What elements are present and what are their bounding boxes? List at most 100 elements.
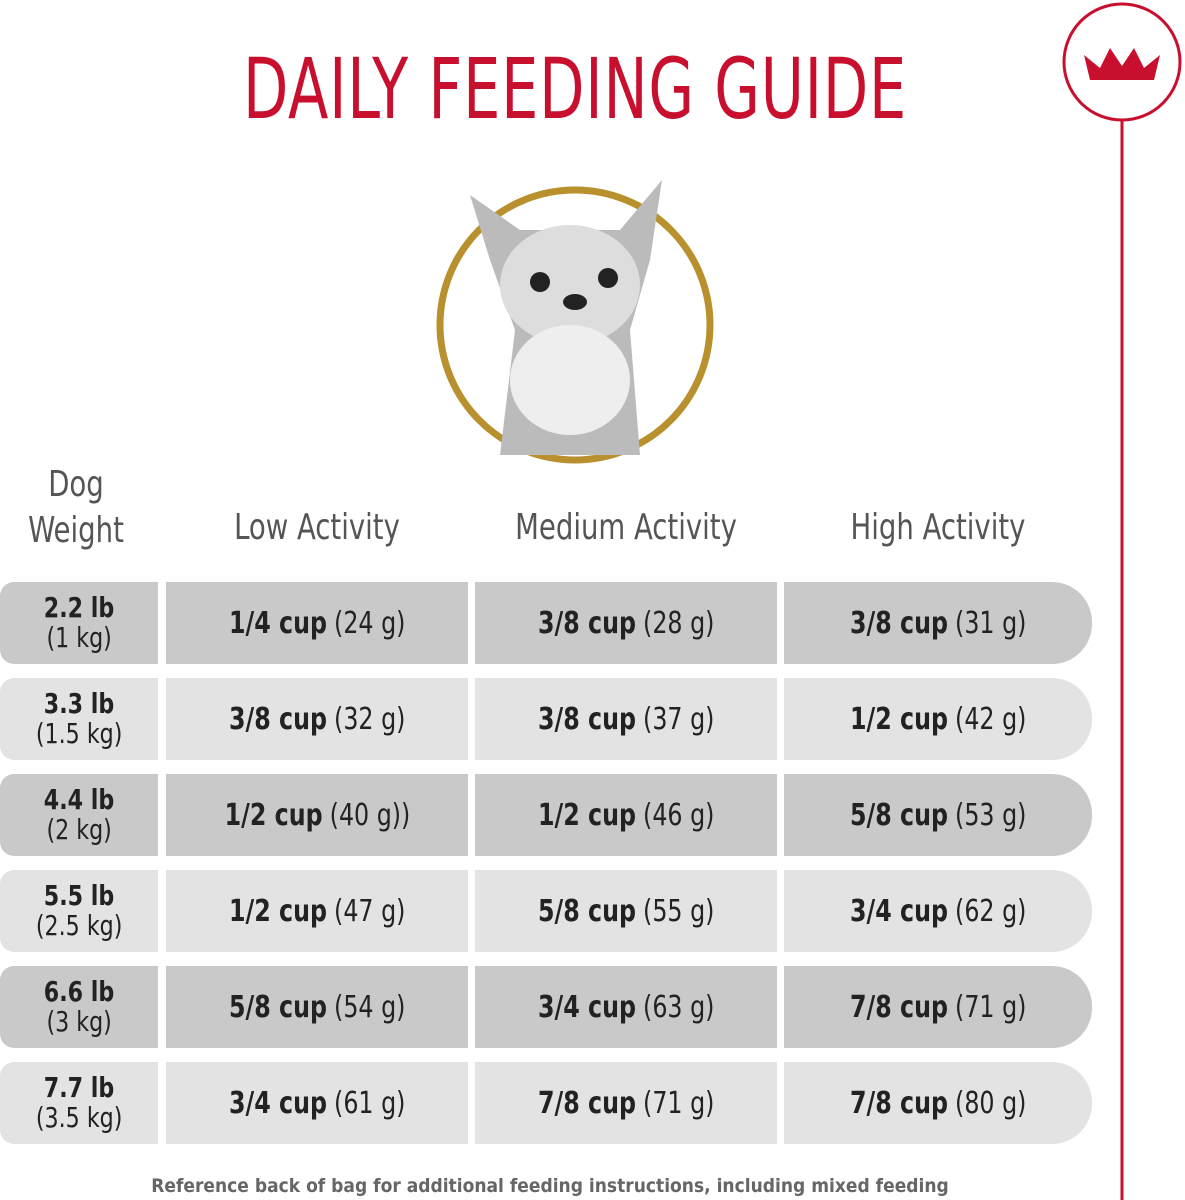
- amount: 3/8 cup (31 g): [850, 606, 1026, 641]
- amount: 5/8 cup (55 g): [538, 894, 714, 929]
- grams: (55 g): [642, 893, 715, 929]
- grams: (37 g): [642, 701, 715, 737]
- amount-cell: 1/2 cup (42 g): [784, 678, 1092, 760]
- cup: 5/8 cup: [537, 893, 636, 929]
- weight-lb: 6.6 lb: [43, 975, 115, 1008]
- grams: (24 g): [333, 605, 406, 641]
- amount-cell: 1/4 cup (24 g): [166, 582, 468, 664]
- amount: 3/8 cup (28 g): [538, 606, 714, 641]
- amount: 3/4 cup (63 g): [538, 990, 714, 1025]
- cup: 7/8 cup: [537, 1085, 636, 1121]
- logo-ring: [1062, 2, 1182, 122]
- amount: 3/8 cup (32 g): [229, 702, 405, 737]
- grams: (71 g): [954, 989, 1027, 1025]
- amount: 1/2 cup (47 g): [229, 894, 405, 929]
- logo-crown: [1084, 48, 1160, 80]
- grams: (62 g): [954, 893, 1027, 929]
- grams: (71 g): [642, 1085, 715, 1121]
- amount-cell: 5/8 cup (55 g): [475, 870, 777, 952]
- amount-cell: 3/4 cup (61 g): [166, 1062, 468, 1144]
- amount-cell: 3/4 cup (63 g): [475, 966, 777, 1048]
- amount-cell: 3/8 cup (28 g): [475, 582, 777, 664]
- grams: (63 g): [642, 989, 715, 1025]
- amount: 7/8 cup (71 g): [538, 1086, 714, 1121]
- cup: 1/2 cup: [228, 893, 327, 929]
- cup: 3/4 cup: [849, 893, 948, 929]
- grams: (28 g): [642, 605, 715, 641]
- grams: (54 g): [333, 989, 406, 1025]
- weight-cell: 2.2 lb (1 kg): [0, 582, 158, 664]
- weight-lb: 3.3 lb: [43, 687, 115, 720]
- cup: 3/8 cup: [849, 605, 948, 641]
- weight-kg: (1 kg): [46, 621, 112, 654]
- cup: 5/8 cup: [228, 989, 327, 1025]
- weight-lb: 5.5 lb: [43, 879, 115, 912]
- amount: 1/2 cup (42 g): [850, 702, 1026, 737]
- amount: 1/2 cup (46 g): [538, 798, 714, 833]
- cup: 7/8 cup: [849, 989, 948, 1025]
- cup: 3/4 cup: [537, 989, 636, 1025]
- weight-kg: (3.5 kg): [35, 1101, 123, 1134]
- weight-kg: (3 kg): [46, 1005, 112, 1038]
- amount-cell: 5/8 cup (54 g): [166, 966, 468, 1048]
- weight-kg: (2 kg): [46, 813, 112, 846]
- amount: 3/4 cup (62 g): [850, 894, 1026, 929]
- grams: (46 g): [642, 797, 715, 833]
- column-header: Dog Weight: [28, 464, 124, 551]
- cup: 3/8 cup: [537, 701, 636, 737]
- cup: 3/8 cup: [228, 701, 327, 737]
- dog-illustration: [470, 180, 662, 455]
- amount-cell: 3/8 cup (31 g): [784, 582, 1092, 664]
- weight-kg: (2.5 kg): [35, 909, 123, 942]
- cup: 1/4 cup: [228, 605, 327, 641]
- weight-cell: 4.4 lb (2 kg): [0, 774, 158, 856]
- amount-cell: 7/8 cup (71 g): [475, 1062, 777, 1144]
- weight-cell: 5.5 lb (2.5 kg): [0, 870, 158, 952]
- grams: (80 g): [954, 1085, 1027, 1121]
- amount: 1/4 cup (24 g): [229, 606, 405, 641]
- grams: (40 g)): [329, 797, 410, 833]
- amount-cell: 1/2 cup (40 g)): [166, 774, 468, 856]
- weight-cell: 6.6 lb (3 kg): [0, 966, 158, 1048]
- amount: 1/2 cup (40 g)): [224, 798, 410, 833]
- column-header: High Activity: [850, 507, 1026, 548]
- amount: 5/8 cup (54 g): [229, 990, 405, 1025]
- weight-kg: (1.5 kg): [35, 717, 123, 750]
- weight-lb: 2.2 lb: [43, 591, 115, 624]
- grams: (31 g): [954, 605, 1027, 641]
- weight-lb: 4.4 lb: [43, 783, 115, 816]
- weight-lb: 7.7 lb: [43, 1071, 115, 1104]
- amount-cell: 1/2 cup (47 g): [166, 870, 468, 952]
- title: DAILY FEEDING GUIDE: [242, 40, 908, 138]
- cup: 1/2 cup: [849, 701, 948, 737]
- amount: 7/8 cup (71 g): [850, 990, 1026, 1025]
- cup: 7/8 cup: [849, 1085, 948, 1121]
- column-header: Medium Activity: [515, 507, 737, 548]
- amount: 3/8 cup (37 g): [538, 702, 714, 737]
- amount-cell: 3/4 cup (62 g): [784, 870, 1092, 952]
- amount-cell: 1/2 cup (46 g): [475, 774, 777, 856]
- cup: 1/2 cup: [537, 797, 636, 833]
- cup: 3/4 cup: [228, 1085, 327, 1121]
- amount-cell: 7/8 cup (71 g): [784, 966, 1092, 1048]
- grams: (53 g): [954, 797, 1027, 833]
- column-header: Low Activity: [234, 507, 400, 548]
- amount-cell: 5/8 cup (53 g): [784, 774, 1092, 856]
- amount: 3/4 cup (61 g): [229, 1086, 405, 1121]
- weight-cell: 7.7 lb (3.5 kg): [0, 1062, 158, 1144]
- grams: (61 g): [333, 1085, 406, 1121]
- amount-cell: 3/8 cup (37 g): [475, 678, 777, 760]
- cup: 3/8 cup: [537, 605, 636, 641]
- cup: 5/8 cup: [849, 797, 948, 833]
- grams: (42 g): [954, 701, 1027, 737]
- grams: (47 g): [333, 893, 406, 929]
- weight-cell: 3.3 lb (1.5 kg): [0, 678, 158, 760]
- amount: 7/8 cup (80 g): [850, 1086, 1026, 1121]
- footer-note: Reference back of bag for additional fee…: [151, 1175, 949, 1197]
- amount-cell: 3/8 cup (32 g): [166, 678, 468, 760]
- cup: 1/2 cup: [224, 797, 323, 833]
- grams: (32 g): [333, 701, 406, 737]
- amount: 5/8 cup (53 g): [850, 798, 1026, 833]
